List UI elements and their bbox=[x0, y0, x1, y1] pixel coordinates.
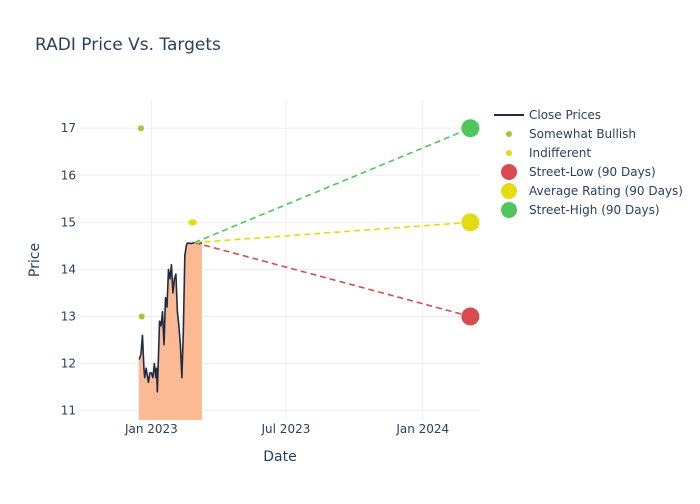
markers-layer bbox=[137, 119, 480, 326]
price-area-layer bbox=[138, 242, 202, 420]
rating-point bbox=[138, 313, 145, 320]
x-tick-label: Jul 2023 bbox=[261, 422, 311, 436]
target-marker bbox=[461, 119, 480, 138]
y-tick-label: 13 bbox=[61, 309, 76, 323]
target-line bbox=[194, 221, 471, 244]
x-tick-label: Jan 2023 bbox=[124, 422, 178, 436]
series-layer bbox=[138, 127, 471, 393]
y-tick-label: 12 bbox=[61, 357, 76, 371]
legend-circle-swatch bbox=[501, 183, 517, 199]
legend-label: Street-High (90 Days) bbox=[529, 203, 660, 217]
rating-point bbox=[190, 219, 197, 226]
legend-dot-swatch bbox=[506, 150, 512, 156]
y-tick-label: 11 bbox=[61, 404, 76, 418]
legend-item[interactable]: Close Prices bbox=[494, 108, 601, 122]
legend-circle-swatch bbox=[501, 202, 517, 218]
legend[interactable]: Close Prices Somewhat Bullish Indifferent S… bbox=[494, 108, 683, 218]
close-price-line bbox=[138, 241, 203, 393]
legend-item[interactable]: Street-High (90 Days) bbox=[501, 202, 660, 218]
legend-item[interactable]: Somewhat Bullish bbox=[506, 127, 636, 141]
target-marker bbox=[461, 213, 480, 232]
legend-label: Street-Low (90 Days) bbox=[529, 165, 656, 179]
x-axis-label: Date bbox=[263, 449, 296, 465]
y-axis-label: Price bbox=[27, 243, 43, 277]
chart-title: RADI Price Vs. Targets bbox=[35, 35, 221, 55]
legend-label: Average Rating (90 Days) bbox=[529, 184, 683, 198]
rating-point bbox=[137, 125, 144, 132]
legend-label: Indifferent bbox=[529, 146, 591, 160]
y-tick-label: 14 bbox=[61, 262, 76, 276]
x-axis-ticks: Jan 2023 Jul 2023 Jan 2024 bbox=[124, 422, 449, 436]
y-tick-label: 17 bbox=[61, 121, 76, 135]
y-axis-ticks: 11 12 13 14 15 16 17 bbox=[61, 121, 76, 417]
legend-item[interactable]: Indifferent bbox=[506, 146, 591, 160]
y-tick-label: 15 bbox=[61, 215, 76, 229]
legend-item[interactable]: Average Rating (90 Days) bbox=[501, 183, 683, 199]
target-line bbox=[194, 241, 471, 318]
x-tick-label: Jan 2024 bbox=[395, 422, 449, 436]
legend-dot-swatch bbox=[506, 131, 512, 137]
legend-label: Somewhat Bullish bbox=[529, 127, 636, 141]
legend-label: Close Prices bbox=[529, 108, 601, 122]
legend-circle-swatch bbox=[501, 164, 517, 180]
price-area-fill bbox=[138, 242, 202, 420]
y-tick-label: 16 bbox=[61, 168, 76, 182]
legend-item[interactable]: Street-Low (90 Days) bbox=[501, 164, 656, 180]
target-marker bbox=[461, 307, 480, 326]
